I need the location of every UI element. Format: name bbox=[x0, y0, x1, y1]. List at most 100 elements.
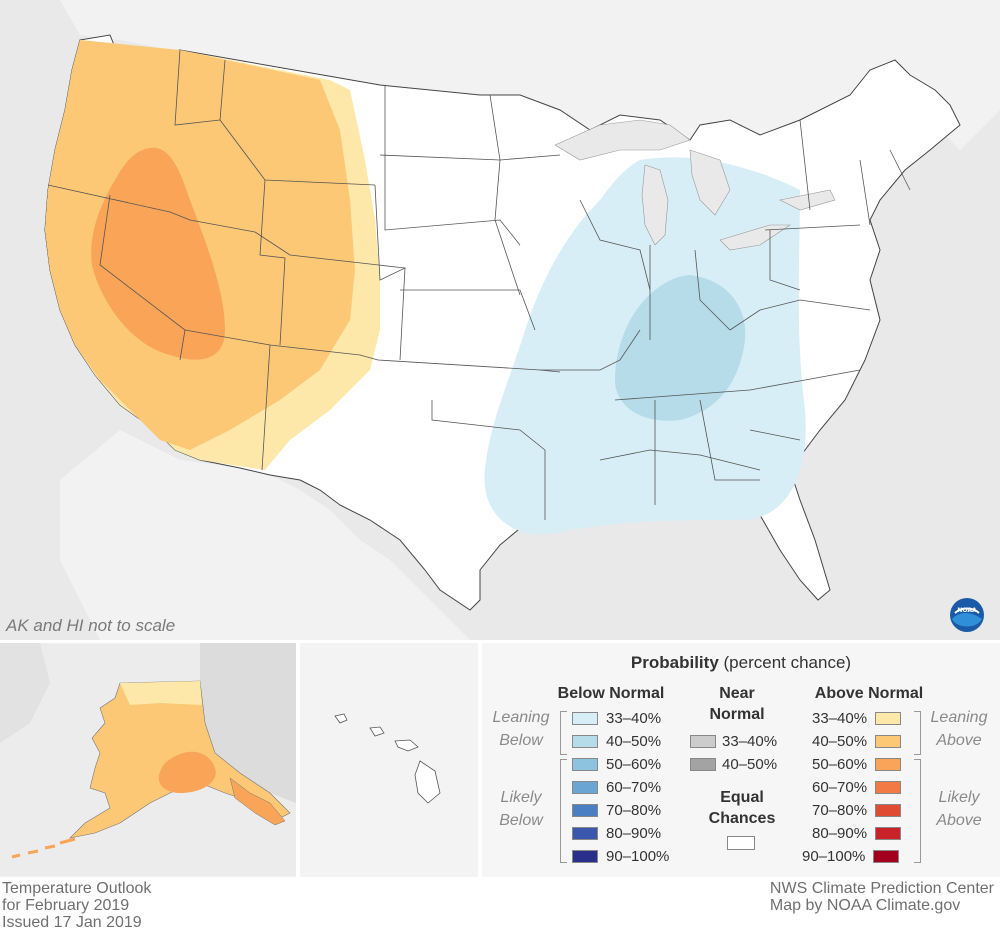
above-normal-header: Above Normal bbox=[814, 685, 924, 702]
near-row: 40–50% bbox=[690, 753, 777, 776]
lake-superior bbox=[554, 119, 691, 161]
leaning-below-line1: Leaning bbox=[492, 709, 550, 726]
credit-cpc: NWS Climate Prediction Center bbox=[769, 880, 994, 897]
leaning-below-label: Leaning Below bbox=[486, 706, 556, 752]
leaning-below-line2: Below bbox=[499, 732, 543, 749]
likely-above-label: Likely Above bbox=[924, 786, 994, 832]
below-row: 33–40% bbox=[572, 707, 661, 730]
above-row: 40–50% bbox=[812, 730, 902, 753]
below-40-50-region bbox=[615, 275, 746, 421]
above-label: 90–100% bbox=[802, 848, 866, 865]
above-swatch bbox=[875, 735, 902, 748]
equal-chances-line1: Equal bbox=[720, 789, 764, 806]
lake-huron bbox=[689, 149, 731, 216]
above-50-60-region bbox=[91, 147, 226, 360]
legend-panel: Probability (percent chance) Below Norma… bbox=[482, 643, 1000, 877]
near-row: 33–40% bbox=[690, 730, 777, 753]
likely-below-label: Likely Below bbox=[486, 786, 556, 832]
alaska-map-svg bbox=[0, 643, 296, 859]
below-swatch bbox=[572, 758, 598, 771]
lake-ontario bbox=[779, 189, 836, 211]
above-swatch bbox=[875, 758, 902, 771]
above-swatch bbox=[875, 827, 902, 840]
leaning-above-line2: Above bbox=[936, 732, 982, 749]
alaska-panhandle bbox=[229, 777, 286, 826]
aleutian-islands bbox=[11, 837, 76, 859]
credit-climate-gov: Map by NOAA Climate.gov bbox=[769, 897, 961, 914]
hawaii-inset bbox=[300, 643, 478, 877]
equal-chances-swatch bbox=[727, 836, 755, 850]
below-swatch bbox=[572, 850, 598, 863]
near-swatch bbox=[690, 735, 716, 748]
conus-map: AK and HI not to scale NOAA bbox=[0, 0, 1000, 640]
hawaii-molokai-maui bbox=[394, 739, 419, 752]
likely-above-bracket bbox=[914, 759, 921, 863]
above-row: 80–90% bbox=[812, 822, 902, 845]
svg-text:NOAA: NOAA bbox=[957, 607, 977, 614]
canada-land bbox=[0, 0, 1000, 150]
below-label: 90–100% bbox=[606, 848, 670, 865]
leaning-below-bracket bbox=[560, 711, 567, 755]
lake-erie bbox=[719, 224, 791, 251]
below-swatch bbox=[572, 735, 598, 748]
equal-chances-header: Equal Chances bbox=[687, 787, 797, 829]
below-row: 70–80% bbox=[572, 799, 661, 822]
near-normal-header: Near Normal bbox=[687, 683, 787, 725]
state-borders bbox=[47, 49, 911, 520]
footer-right: NWS Climate Prediction Center Map by NOA… bbox=[770, 880, 994, 914]
alaska-above-33-40 bbox=[120, 681, 202, 705]
likely-above-line2: Above bbox=[936, 812, 982, 829]
alaska-inset bbox=[0, 643, 296, 877]
below-label: 60–70% bbox=[606, 779, 662, 796]
near-label: 40–50% bbox=[722, 756, 778, 773]
near-normal-header-line1: Near bbox=[719, 685, 755, 702]
below-label: 50–60% bbox=[606, 756, 662, 773]
below-label: 40–50% bbox=[606, 733, 662, 750]
legend-title-rest: (percent chance) bbox=[718, 653, 852, 672]
likely-below-bracket bbox=[560, 759, 567, 863]
below-row: 90–100% bbox=[572, 845, 669, 868]
above-row: 70–80% bbox=[812, 799, 902, 822]
below-label: 80–90% bbox=[606, 825, 662, 842]
above-label: 50–60% bbox=[812, 756, 868, 773]
footer-left: Temperature Outlook for February 2019 Is… bbox=[2, 880, 151, 931]
mexico-land bbox=[60, 430, 470, 640]
below-label: 33–40% bbox=[606, 710, 662, 727]
outlook-issued: Issued 17 Jan 2019 bbox=[2, 914, 142, 931]
leaning-above-bracket bbox=[914, 711, 921, 755]
below-swatch bbox=[572, 781, 598, 794]
below-row: 40–50% bbox=[572, 730, 661, 753]
outlook-period: for February 2019 bbox=[2, 897, 130, 914]
likely-below-line1: Likely bbox=[500, 789, 542, 806]
canada-yukon bbox=[200, 643, 296, 803]
above-swatch bbox=[875, 712, 902, 725]
gulf-water bbox=[480, 500, 820, 640]
likely-above-line1: Likely bbox=[938, 789, 980, 806]
above-row: 50–60% bbox=[812, 753, 902, 776]
hawaii-kauai bbox=[334, 713, 348, 724]
below-row: 60–70% bbox=[572, 776, 661, 799]
below-swatch bbox=[572, 804, 598, 817]
legend-title: Probability (percent chance) bbox=[482, 653, 1000, 673]
above-swatch bbox=[873, 850, 900, 863]
alaska-above-50-60 bbox=[158, 751, 216, 793]
below-row: 80–90% bbox=[572, 822, 661, 845]
above-label: 80–90% bbox=[812, 825, 868, 842]
below-swatch bbox=[572, 712, 598, 725]
scale-note: AK and HI not to scale bbox=[6, 616, 176, 635]
leaning-above-line1: Leaning bbox=[930, 709, 988, 726]
near-normal-header-line2: Normal bbox=[709, 706, 765, 723]
above-label: 40–50% bbox=[812, 733, 868, 750]
near-swatch bbox=[690, 758, 716, 771]
near-label: 33–40% bbox=[722, 733, 778, 750]
below-swatch bbox=[572, 827, 598, 840]
hawaii-map-svg bbox=[334, 713, 441, 804]
above-row: 60–70% bbox=[812, 776, 902, 799]
below-row: 50–60% bbox=[572, 753, 661, 776]
above-swatch bbox=[875, 804, 902, 817]
leaning-above-label: Leaning Above bbox=[924, 706, 994, 752]
lake-michigan bbox=[641, 164, 669, 246]
russia-land bbox=[0, 643, 50, 743]
outlook-title: Temperature Outlook bbox=[2, 880, 152, 897]
above-label: 70–80% bbox=[812, 802, 868, 819]
